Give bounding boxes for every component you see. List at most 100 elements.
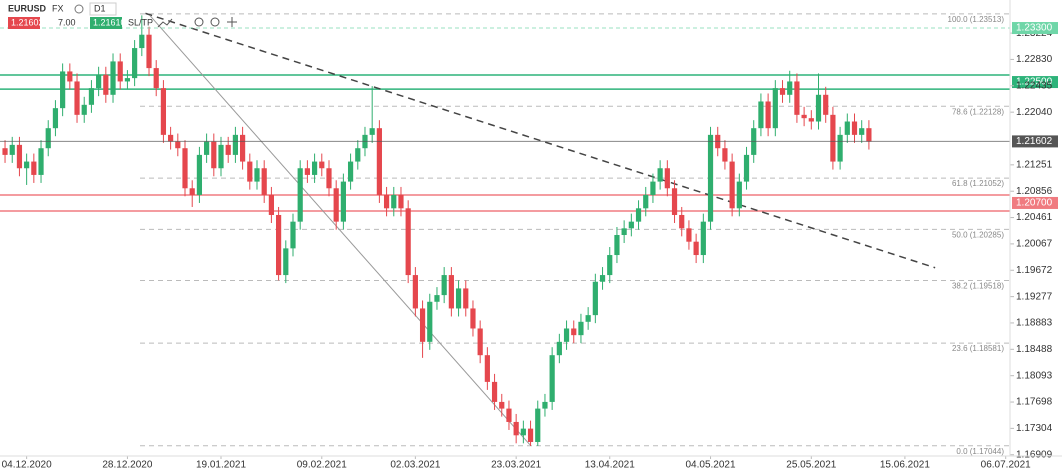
candle-body [707,134,714,222]
candle-body [240,134,246,162]
candle-body [52,108,59,129]
candle-body [470,308,476,329]
candle-body [16,144,23,169]
candle-body [31,161,37,175]
candle-body [204,141,210,155]
candle-body [412,275,418,309]
candle-body [484,355,490,382]
bid[interactable]: 1.21602 [11,17,44,27]
candle-body [765,101,771,129]
ask[interactable]: 1.21610 [93,17,126,27]
candle-body [9,144,15,155]
candle-body [866,128,872,142]
line-tool[interactable] [157,18,173,28]
candle-body [513,421,519,436]
y-tick-label: 1.20856 [1016,186,1053,197]
bid-box[interactable] [8,17,40,29]
candle-body [333,188,339,222]
candle-body [455,288,462,309]
y-tick-label: 1.20067 [1016,239,1053,250]
candle-body [434,295,440,302]
candle-body [182,148,188,189]
zoom-in[interactable] [210,17,220,27]
candle-body [628,221,634,229]
candle-body [96,74,102,89]
candle-body [448,275,454,309]
trendline [149,15,531,445]
x-tick-label: 06.07.2021 [981,460,1031,471]
candle-body [110,61,116,95]
candle-body [614,235,620,256]
fib-label: 61.8 (1.21052) [952,179,1004,188]
candle-body [45,128,51,149]
candle-body [189,188,195,195]
candle-body [599,275,606,282]
candle-body [247,161,253,182]
candle-body [635,208,642,222]
candle-body [60,71,66,109]
candle-body [153,68,159,89]
candle-body [693,241,699,256]
x-tick-label: 04.12.2020 [2,460,52,471]
candle-body [146,34,152,69]
candle-body [527,428,534,442]
candle-body [585,315,591,322]
candle-body [563,328,570,342]
price-label-box [1012,22,1058,35]
candle-body [124,78,131,82]
spread: 7.00 [58,17,76,27]
candle-body [196,154,203,195]
candle-body [254,168,260,182]
fib-label: 38.2 (1.19518) [952,282,1004,291]
candle-body [441,275,447,296]
candle-body [81,104,87,115]
x-tick-label: 28.12.2020 [102,460,152,471]
info-icon[interactable] [74,4,84,14]
candle-body [311,161,318,175]
candle-body [520,428,526,436]
candle-body [88,88,95,105]
candle-body [607,255,613,276]
timeframe-box[interactable] [89,2,117,16]
x-tick-label: 19.01.2021 [196,460,246,471]
candle-body [74,81,80,115]
candle-body [729,161,735,209]
candle-body [571,328,577,336]
candle-body [686,228,692,242]
candle-body [103,74,109,95]
candle-body [743,154,750,182]
timeframe[interactable]: D1 [94,3,106,13]
zoom-out[interactable] [194,17,204,27]
candle-body [304,168,310,175]
candle-body [592,281,598,316]
candle-body [664,168,670,189]
ask-box[interactable] [90,17,122,29]
candle-body [542,401,548,409]
candle-body [283,248,289,276]
candle-body [722,148,728,162]
candle-body [225,144,231,155]
sltp[interactable]: SL/TP [128,17,153,27]
y-tick-label: 1.19672 [1016,265,1053,276]
price-label: 1.21602 [1016,136,1053,147]
price-label: 1.23300 [1016,23,1053,34]
candle-body [117,61,123,82]
fib-label: 0.0 (1.17044) [956,447,1004,456]
candle-body [275,214,282,276]
y-tick-label: 1.17304 [1016,423,1053,434]
candle-body [506,408,512,422]
candle-body [463,288,469,309]
x-tick-label: 23.03.2021 [491,460,541,471]
crosshair[interactable] [227,17,237,27]
candle-body [218,144,224,169]
candle-body [326,168,332,189]
candle-body [2,148,8,155]
candle-body [268,194,274,215]
symbol[interactable]: EURUSD [8,3,47,13]
candle-body [319,161,325,169]
candle-body [736,181,742,209]
price-label-box [1012,135,1058,148]
candle-body [578,321,584,336]
candle-body [175,141,181,149]
candle-body [859,128,865,135]
